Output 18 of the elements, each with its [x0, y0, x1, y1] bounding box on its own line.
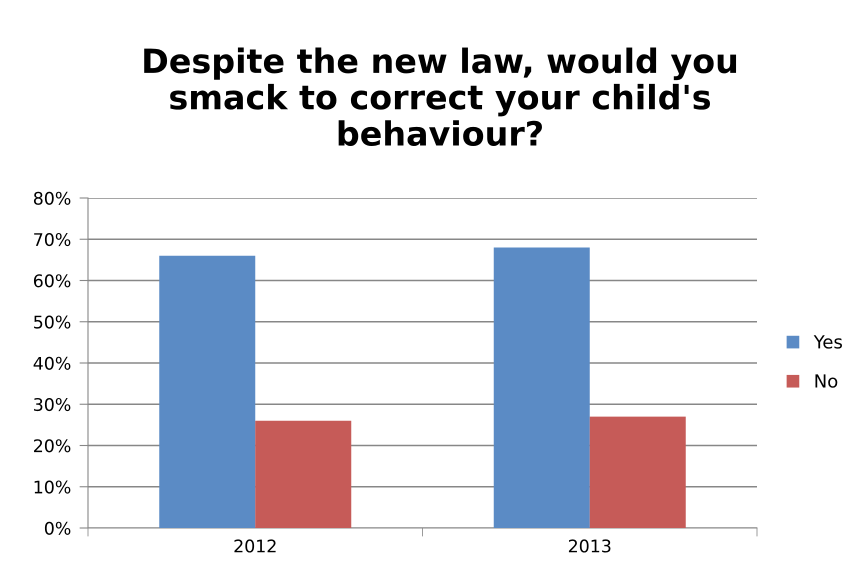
- y-tick-label: 30%: [34, 398, 70, 412]
- bar: [159, 256, 256, 528]
- legend-label: Yes: [814, 335, 842, 349]
- y-tick-label: 50%: [34, 315, 70, 329]
- bar: [590, 416, 686, 528]
- bar: [494, 248, 590, 528]
- bar: [255, 420, 352, 528]
- chart-title: Despite the new law, would you smack to correct your child's behaviour?: [144, 48, 736, 146]
- x-tick-label: 2013: [568, 539, 610, 553]
- y-tick-label: 40%: [34, 356, 70, 370]
- y-tick-label: 20%: [34, 439, 70, 452]
- y-tick-label: 70%: [34, 232, 70, 246]
- x-tick-label: 2012: [234, 539, 276, 553]
- y-tick-label: 0%: [44, 522, 70, 535]
- legend-label: No: [815, 374, 838, 388]
- y-tick-label: 10%: [34, 480, 70, 494]
- y-tick-label: 60%: [34, 274, 70, 288]
- y-tick-label: 80%: [34, 192, 70, 205]
